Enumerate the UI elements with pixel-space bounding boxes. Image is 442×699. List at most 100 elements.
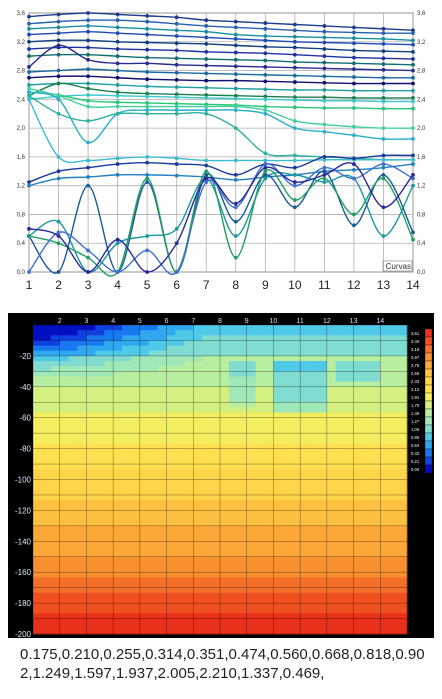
heatmap-cell	[184, 505, 194, 511]
heatmap-cell	[33, 433, 43, 439]
heatmap-cell	[122, 355, 132, 362]
legend-level-label: 0,42	[411, 451, 420, 456]
heatmap-cell	[202, 350, 212, 357]
heatmap-cell	[317, 531, 328, 537]
heatmap-cell	[157, 325, 167, 331]
heatmap-cell	[148, 479, 159, 486]
heatmap-cell	[184, 371, 194, 377]
heatmap-cell	[175, 536, 185, 542]
heatmap-cell	[104, 520, 114, 527]
heatmap-cell	[86, 366, 96, 372]
heatmap-cell	[157, 417, 167, 424]
heatmap-cell	[398, 505, 408, 511]
heatmap-cell	[95, 397, 105, 403]
data-point	[263, 172, 268, 177]
y-tick-label-left: 1,2	[17, 184, 26, 190]
heatmap-cell	[237, 386, 248, 393]
heatmap-cell	[157, 386, 167, 393]
heatmap-cell	[68, 433, 78, 439]
heatmap-cell	[59, 391, 70, 398]
legend-color-swatch	[424, 432, 433, 442]
heatmap-cell	[50, 551, 61, 558]
heatmap-cell	[326, 572, 337, 578]
heatmap-cell	[77, 618, 87, 625]
data-point	[115, 54, 120, 59]
heatmap-cell	[68, 464, 78, 470]
heatmap-cell	[282, 515, 292, 522]
data-point	[233, 234, 238, 238]
heatmap-cell	[344, 623, 354, 630]
heatmap-cell	[264, 494, 274, 501]
heatmap-cell	[309, 628, 319, 635]
data-point	[411, 106, 415, 111]
heatmap-cell	[220, 458, 230, 465]
data-point	[263, 34, 268, 38]
heatmap-cell	[41, 608, 52, 614]
heatmap-cell	[166, 376, 176, 383]
legend-level-label: 3,40	[411, 339, 420, 344]
heatmap-cell	[95, 412, 105, 419]
heatmap-cell	[237, 556, 248, 563]
data-point	[56, 169, 61, 174]
heatmap-cell	[211, 536, 221, 542]
legend-level-label: 2,12	[411, 387, 420, 392]
data-point	[115, 270, 120, 274]
heatmap-cell	[113, 520, 123, 527]
heatmap-cell	[380, 381, 390, 388]
heatmap-cell	[184, 479, 194, 486]
heatmap-cell	[113, 438, 123, 444]
heatmap-cell	[211, 628, 221, 635]
heatmap-cell	[122, 587, 132, 594]
heatmap-cell	[282, 366, 292, 372]
heatmap-cell	[300, 407, 310, 413]
heatmap-cell	[246, 587, 257, 594]
heatmap-cell	[362, 428, 372, 434]
heatmap-cell	[335, 592, 346, 599]
data-point	[56, 234, 61, 238]
heatmap-cell	[68, 515, 78, 522]
heatmap-cell	[246, 500, 257, 506]
heatmap-cell	[326, 325, 337, 331]
data-point	[292, 153, 297, 158]
data-point	[381, 176, 386, 181]
heatmap-x-tick-label: 8	[218, 318, 222, 325]
heatmap-cell	[211, 335, 221, 341]
data-point	[145, 248, 150, 253]
heatmap-cell	[237, 587, 248, 594]
heatmap-cell	[353, 397, 363, 403]
data-point	[263, 108, 268, 113]
heatmap-cell	[157, 422, 167, 429]
data-point	[263, 79, 268, 84]
heatmap-cell	[309, 417, 319, 424]
heatmap-cell	[389, 531, 399, 537]
heatmap-cell	[139, 376, 150, 383]
heatmap-cell	[193, 551, 203, 558]
heatmap-cell	[220, 628, 230, 635]
heatmap-cell	[255, 355, 265, 362]
data-point	[292, 95, 297, 100]
heatmap-cell	[77, 345, 87, 352]
heatmap-cell	[344, 592, 354, 599]
heatmap-cell	[113, 433, 123, 439]
heatmap-cell	[139, 443, 150, 449]
heatmap-cell	[220, 618, 230, 625]
heatmap-cell	[309, 618, 319, 625]
heatmap-cell	[193, 479, 203, 486]
data-point	[145, 47, 150, 52]
data-point	[27, 226, 31, 231]
heatmap-cell	[202, 551, 212, 558]
heatmap-cell	[362, 371, 372, 377]
heatmap-cell	[175, 515, 185, 522]
heatmap-cell	[202, 505, 212, 511]
heatmap-cell	[166, 340, 176, 346]
heatmap-cell	[273, 407, 283, 413]
heatmap-cell	[50, 397, 61, 403]
contour-heatmap: 2 3 4 5 6 7 8 9 10 11 12 13 14-20-40-60-80-100-120-1…	[8, 313, 434, 638]
heatmap-cell	[33, 438, 43, 444]
heatmap-cell	[362, 618, 372, 625]
heatmap-cell	[184, 546, 194, 552]
heatmap-cell	[326, 500, 337, 506]
heatmap-cell	[264, 479, 274, 486]
heatmap-cell	[273, 376, 283, 383]
heatmap-cell	[202, 371, 212, 377]
